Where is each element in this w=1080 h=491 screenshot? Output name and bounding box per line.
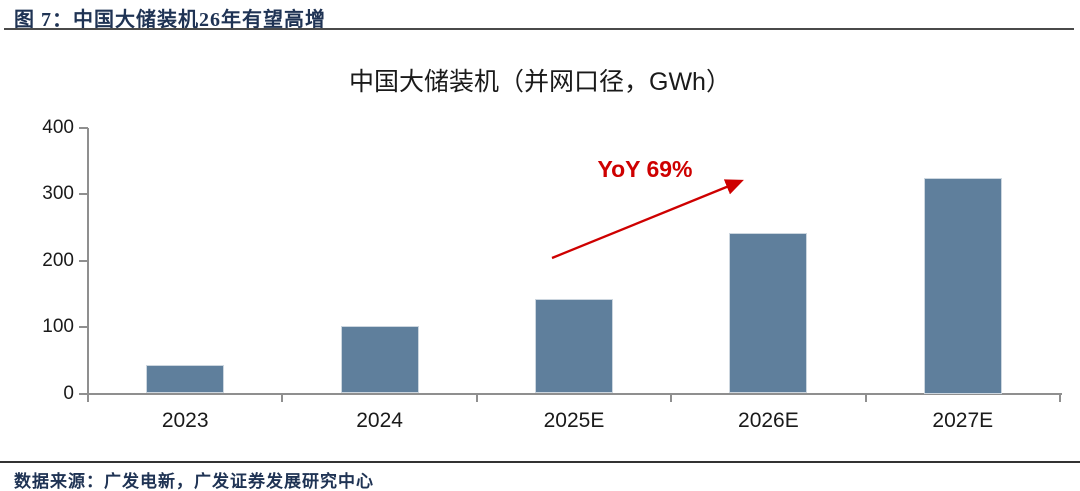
x-axis-label-2023: 2023 <box>161 409 209 432</box>
x-axis-label-2024: 2024 <box>356 409 403 432</box>
y-axis-tick-label: 200 <box>42 249 74 271</box>
footer-divider <box>0 461 1080 463</box>
bar-2027E <box>923 177 1002 394</box>
x-axis-tick <box>281 393 284 402</box>
y-axis-tick <box>79 127 88 129</box>
bar-2026E <box>729 232 808 394</box>
y-axis-tick-label: 300 <box>42 183 74 205</box>
y-axis-line <box>87 128 89 402</box>
bar-2024 <box>340 325 419 394</box>
bar-2025E <box>535 298 613 394</box>
y-axis-tick-label: 100 <box>42 316 74 338</box>
x-axis-tick <box>475 393 478 402</box>
x-axis-label-2026E: 2026E <box>738 409 799 432</box>
bar-2023 <box>146 364 225 394</box>
y-axis-tick <box>79 326 88 329</box>
y-axis-tick <box>79 193 88 196</box>
data-source: 数据来源：广发电新，广发证券发展研究中心 <box>14 472 374 491</box>
x-axis-label-2025E: 2025E <box>543 409 605 432</box>
y-axis-tick <box>79 259 88 262</box>
x-axis-tick <box>670 393 673 402</box>
y-axis-tick <box>79 392 88 395</box>
header-divider <box>4 28 1074 30</box>
figure-title: 图 7：中国大储装机26年有望高增 <box>14 9 326 31</box>
x-axis-label-2027E: 2027E <box>932 409 994 432</box>
chart-title: 中国大储装机（并网口径，GWh） <box>349 68 731 96</box>
y-axis-tick-label: 400 <box>42 117 74 138</box>
x-axis-tick <box>864 393 867 402</box>
y-axis-tick-label: 0 <box>63 382 74 404</box>
x-axis-line <box>88 392 1062 395</box>
x-axis-tick <box>1059 393 1061 402</box>
yoy-annotation: YoY 69% <box>597 156 693 182</box>
